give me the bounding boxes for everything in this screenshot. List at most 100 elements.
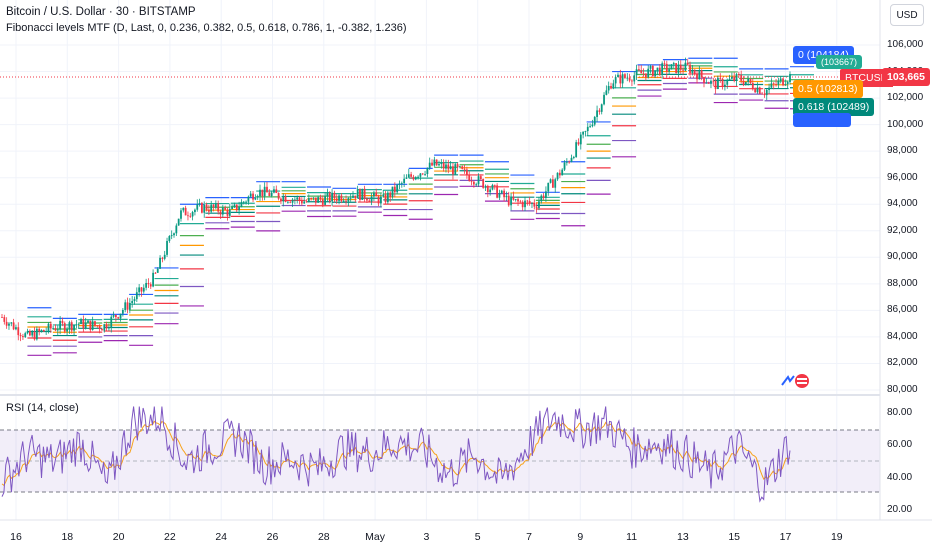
candle-body: [35, 328, 38, 340]
candle-body: [359, 189, 361, 200]
candle-body: [698, 70, 701, 80]
fib-0618-tag: 0.618 (102489): [793, 98, 875, 116]
candle-body: [600, 104, 603, 112]
candle-body: [187, 215, 189, 217]
candle-body: [619, 74, 622, 84]
candle-body: [282, 196, 285, 202]
candle-body: [289, 201, 292, 203]
candle-body: [626, 77, 629, 79]
candle-body: [296, 197, 299, 200]
candle-body: [384, 194, 387, 203]
candle-body: [235, 204, 238, 211]
candle-body: [326, 192, 329, 197]
candle-body: [189, 215, 192, 217]
candle-body: [379, 196, 382, 204]
time-tick-label: 17: [779, 531, 792, 543]
candle-body: [135, 292, 138, 300]
candle-body: [366, 198, 368, 201]
candle-body: [679, 64, 682, 70]
candle-body: [140, 287, 143, 292]
candle-body: [149, 284, 152, 287]
candle-body: [124, 302, 127, 310]
candle-body: [12, 322, 15, 330]
candle-body: [363, 188, 366, 199]
candle-body: [542, 195, 545, 198]
candle-body: [28, 331, 31, 336]
candle-body: [433, 159, 436, 166]
candle-body: [198, 203, 201, 205]
candle-body: [535, 206, 538, 208]
candle-body: [419, 173, 422, 177]
candle-body: [231, 206, 234, 209]
candle-body: [454, 164, 457, 175]
candle-body: [747, 78, 750, 82]
candle-body: [412, 176, 415, 180]
candle-body: [61, 320, 64, 324]
candle-body: [142, 287, 145, 292]
time-tick-label: 18: [61, 531, 74, 543]
candle-body: [584, 131, 587, 132]
candle-body: [254, 197, 257, 200]
candle-body: [119, 313, 122, 319]
candle-body: [526, 200, 529, 202]
candle-body: [552, 179, 554, 188]
candle-body: [503, 190, 505, 198]
candle-body: [507, 195, 510, 206]
candle-body: [203, 204, 206, 213]
candle-body: [161, 257, 164, 259]
candle-body: [461, 166, 464, 169]
candle-body: [266, 186, 268, 193]
candle-body: [579, 134, 582, 145]
candle-body: [417, 176, 419, 178]
candle-body: [221, 207, 224, 215]
candle-body: [545, 191, 547, 198]
tradingview-flag-icon[interactable]: [780, 373, 810, 389]
candle-body: [298, 197, 301, 201]
candle-body: [49, 323, 52, 329]
candle-body: [426, 167, 429, 174]
currency-button[interactable]: USD: [890, 4, 924, 26]
candle-body: [749, 78, 752, 84]
candle-body: [782, 78, 784, 86]
candle-body: [651, 65, 654, 77]
rsi-legend[interactable]: RSI (14, close): [6, 402, 79, 414]
candle-body: [277, 192, 280, 199]
candle-body: [77, 324, 80, 325]
candle-body: [612, 83, 615, 89]
candle-body: [356, 189, 359, 199]
price-tick-label: 96,000: [887, 171, 918, 183]
candle-body: [661, 63, 664, 75]
price-tick-label: 82,000: [887, 357, 918, 369]
price-tick-label: 100,000: [887, 118, 924, 130]
candle-body: [287, 201, 289, 203]
candle-body: [177, 218, 180, 226]
candle-body: [742, 80, 745, 85]
candle-body: [572, 156, 575, 158]
fib-study-legend[interactable]: Fibonacci levels MTF (D, Last, 0, 0.236,…: [6, 22, 407, 34]
candle-body: [468, 175, 471, 181]
symbol-legend[interactable]: Bitcoin / U.S. Dollar · 30 · BITSTAMP: [6, 6, 196, 18]
candle-body: [40, 329, 43, 332]
candle-body: [8, 323, 10, 326]
candle-body: [180, 210, 182, 219]
candle-body: [733, 76, 736, 81]
candle-body: [524, 200, 526, 208]
candle-body: [263, 186, 266, 197]
candle-body: [751, 83, 754, 90]
candle-body: [305, 201, 308, 203]
candle-body: [345, 200, 347, 202]
candle-body: [554, 179, 557, 188]
time-tick-label: 15: [728, 531, 741, 543]
candle-body: [670, 64, 673, 70]
candle-body: [558, 172, 561, 176]
fibonacci-levels: [27, 57, 814, 356]
candle-body: [561, 169, 564, 176]
candle-body: [259, 189, 261, 197]
candle-body: [33, 331, 36, 340]
time-tick-label: 7: [526, 531, 532, 543]
candle-body: [56, 329, 59, 331]
price-tick-label: 80,000: [887, 384, 918, 395]
candle-body: [449, 166, 452, 170]
candle-body: [763, 93, 766, 96]
